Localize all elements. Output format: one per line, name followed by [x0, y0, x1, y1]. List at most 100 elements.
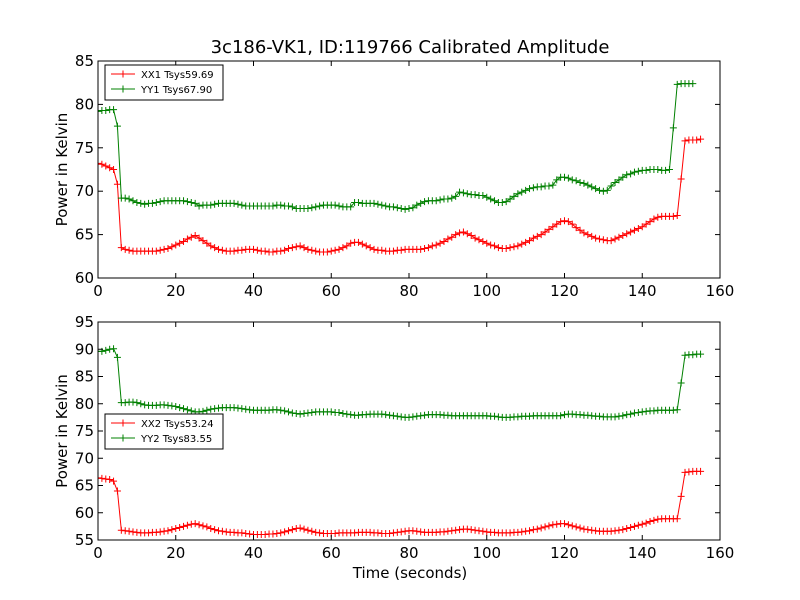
- data-point: [588, 232, 596, 240]
- data-point: [327, 408, 335, 416]
- data-point: [471, 234, 479, 242]
- data-point: [561, 520, 568, 528]
- data-point: [207, 242, 215, 250]
- data-point: [308, 408, 316, 416]
- data-point: [230, 528, 238, 536]
- data-point: [681, 351, 689, 359]
- data-point: [265, 406, 273, 414]
- data-point: [288, 526, 296, 534]
- data-point: [444, 195, 452, 203]
- data-point: [110, 166, 118, 173]
- data-point: [459, 189, 467, 197]
- data-point: [164, 244, 172, 252]
- data-point: [615, 233, 623, 241]
- data-point: [238, 529, 246, 537]
- data-point: [288, 409, 296, 417]
- data-point: [269, 248, 277, 256]
- data-point: [347, 239, 355, 247]
- data-point: [277, 529, 285, 537]
- data-point: [452, 231, 460, 239]
- x-tick-label: 40: [244, 282, 263, 300]
- data-point: [172, 241, 180, 249]
- data-point: [281, 528, 289, 536]
- legend-label: XX1 Tsys59.69: [141, 70, 214, 81]
- data-point: [580, 525, 588, 533]
- data-point: [218, 527, 226, 535]
- data-point: [576, 524, 584, 532]
- data-point: [106, 345, 114, 353]
- data-point: [168, 243, 176, 251]
- data-point: [203, 523, 211, 531]
- data-point: [215, 404, 223, 412]
- data-point: [584, 181, 592, 189]
- data-point: [331, 201, 339, 209]
- data-point: [638, 223, 646, 231]
- data-point: [304, 245, 312, 253]
- data-point: [452, 526, 460, 534]
- data-point: [529, 526, 537, 534]
- data-point: [284, 408, 292, 416]
- data-point: [277, 247, 285, 255]
- bottom-legend-box: [104, 413, 224, 450]
- data-point: [304, 205, 312, 213]
- y-tick-label: 75: [75, 422, 94, 440]
- data-point: [444, 411, 452, 419]
- data-point: [121, 194, 129, 202]
- data-point: [164, 401, 172, 409]
- data-point: [541, 228, 549, 236]
- data-point: [370, 245, 378, 253]
- data-point: [397, 205, 405, 213]
- data-point: [491, 242, 499, 250]
- data-point: [98, 474, 102, 482]
- data-point: [234, 200, 242, 208]
- data-point: [110, 345, 118, 353]
- data-point: [354, 198, 362, 206]
- data-point: [405, 413, 413, 421]
- data-point: [677, 492, 685, 500]
- data-point: [246, 530, 254, 538]
- x-tick-label: 0: [93, 544, 103, 562]
- data-point: [152, 528, 160, 536]
- data-point: [199, 522, 207, 530]
- data-point: [494, 244, 502, 252]
- data-point: [502, 244, 510, 252]
- data-point: [561, 411, 568, 419]
- data-point: [250, 245, 257, 253]
- data-point: [561, 217, 568, 225]
- data-point: [102, 162, 110, 170]
- data-point: [436, 239, 444, 247]
- data-point: [689, 351, 697, 359]
- data-point: [483, 412, 491, 420]
- bottom-panel: 0 20 40 60 80 100 120 140 160 55 60 65 70 75 80 85 90 95 P…: [53, 313, 734, 562]
- data-point: [541, 523, 549, 531]
- data-point: [475, 236, 483, 244]
- data-point: [335, 245, 343, 253]
- data-point: [362, 411, 370, 419]
- data-point: [599, 187, 607, 195]
- data-point: [545, 182, 553, 190]
- data-point: [619, 526, 627, 534]
- data-point: [514, 190, 522, 198]
- data-point: [576, 411, 584, 419]
- data-point: [238, 405, 246, 413]
- data-point: [269, 530, 277, 538]
- data-point: [211, 244, 219, 252]
- data-point: [506, 244, 514, 252]
- data-point: [677, 175, 685, 183]
- data-point: [378, 201, 386, 209]
- data-point: [553, 220, 561, 228]
- data-point: [630, 168, 638, 176]
- data-point: [572, 177, 580, 185]
- data-point: [354, 238, 362, 246]
- data-point: [549, 181, 557, 189]
- data-point: [230, 404, 238, 412]
- data-point: [607, 527, 615, 535]
- data-point: [537, 524, 545, 532]
- data-point: [588, 412, 596, 420]
- data-point: [498, 198, 506, 206]
- data-point: [627, 228, 635, 236]
- data-point: [572, 523, 580, 531]
- data-point: [568, 522, 576, 530]
- data-point: [576, 179, 584, 187]
- data-point: [339, 244, 347, 252]
